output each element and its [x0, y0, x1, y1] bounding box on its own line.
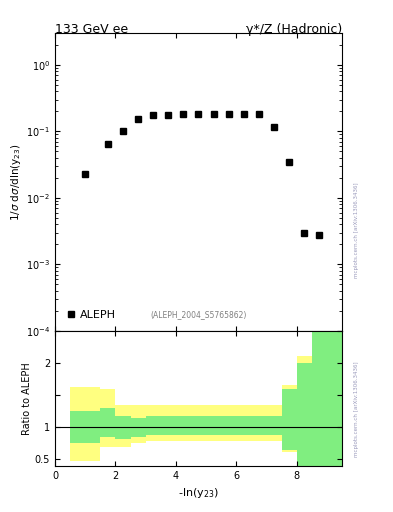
Text: 133 GeV ee: 133 GeV ee: [55, 23, 128, 36]
Text: (ALEPH_2004_S5765862): (ALEPH_2004_S5765862): [150, 310, 247, 319]
Text: mcplots.cern.ch [arXiv:1306.3436]: mcplots.cern.ch [arXiv:1306.3436]: [354, 183, 359, 278]
Text: mcplots.cern.ch [arXiv:1306.3436]: mcplots.cern.ch [arXiv:1306.3436]: [354, 362, 359, 457]
Legend: ALEPH: ALEPH: [61, 304, 121, 325]
Y-axis label: 1/$\sigma$ d$\sigma$/dln(y$_{23}$): 1/$\sigma$ d$\sigma$/dln(y$_{23}$): [9, 143, 23, 221]
Y-axis label: Ratio to ALEPH: Ratio to ALEPH: [22, 362, 32, 435]
Text: γ*/Z (Hadronic): γ*/Z (Hadronic): [246, 23, 342, 36]
X-axis label: -ln(y$_{23}$): -ln(y$_{23}$): [178, 486, 219, 500]
